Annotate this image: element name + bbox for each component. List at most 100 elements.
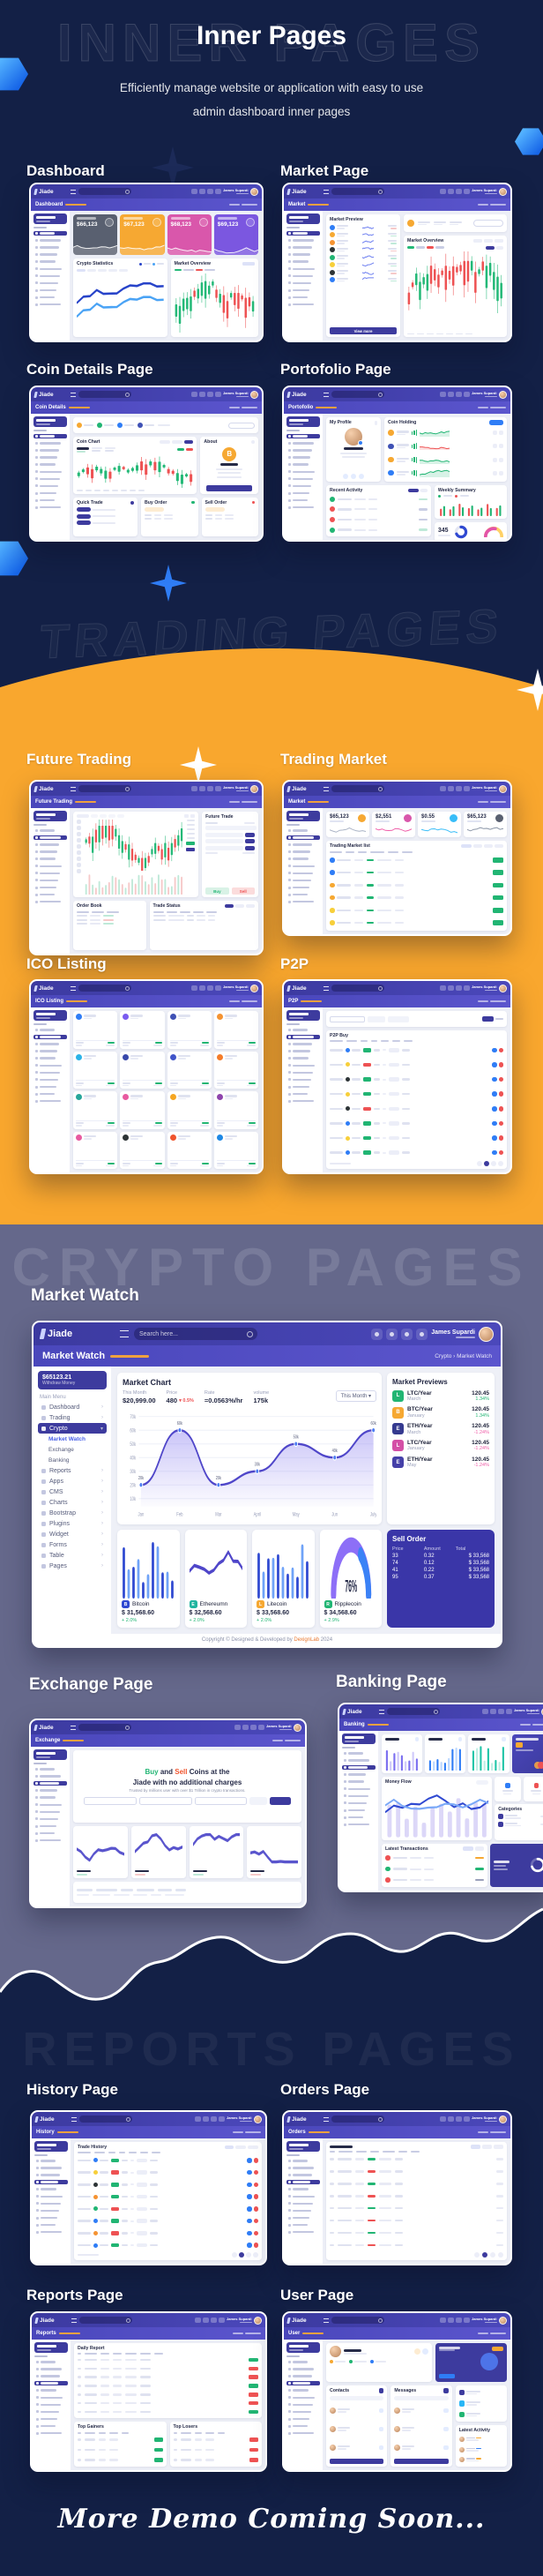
action-button[interactable] [247,2218,252,2224]
moon-icon[interactable] [371,1328,383,1340]
mini-menu-item[interactable] [286,864,320,869]
action-button[interactable] [253,2169,258,2175]
mini-menu-item[interactable] [286,1049,320,1054]
user-avatar[interactable] [250,984,258,992]
mini-menu-item[interactable] [33,857,67,862]
menu-icon[interactable] [71,392,76,397]
topbar-icon[interactable] [211,2317,217,2324]
action-button[interactable] [493,444,497,449]
mini-menu-item[interactable] [286,1091,320,1097]
mini-search-bar[interactable] [331,785,384,792]
mini-menu-item[interactable] [33,835,67,841]
page-button[interactable] [491,1161,496,1166]
topbar-icon[interactable] [440,785,446,792]
menu-icon[interactable] [71,985,76,991]
mini-menu-item[interactable] [34,2208,68,2213]
mini-menu-item[interactable] [286,462,320,468]
mini-menu-item[interactable] [286,2395,320,2400]
topbar-icon[interactable] [215,785,221,792]
action-button[interactable] [247,2169,252,2175]
menu-icon[interactable] [71,1725,76,1730]
user-avatar[interactable] [254,2316,262,2325]
action-button[interactable] [492,1062,497,1067]
mini-menu-item[interactable] [33,885,67,890]
page-button[interactable] [490,2252,495,2258]
mini-menu-item[interactable] [286,850,320,855]
topbar-icon[interactable] [203,2115,209,2123]
exchange-input[interactable] [194,1796,248,1805]
mini-menu-item[interactable] [33,483,67,489]
mini-menu-item[interactable] [33,1838,67,1843]
menu-icon[interactable] [324,2116,329,2122]
action-button[interactable] [247,2243,252,2248]
mini-menu-item[interactable] [33,1063,67,1068]
sidebar-item-reports[interactable]: Reports › [38,1465,107,1476]
mini-menu-item[interactable] [33,1084,67,1090]
topbar-icon[interactable] [498,1708,504,1715]
user-avatar[interactable] [250,784,258,793]
sidebar-item-charts[interactable]: Charts › [38,1497,107,1508]
message-button[interactable] [378,2426,384,2431]
mini-menu-item[interactable] [342,1822,376,1827]
mini-menu-item[interactable] [33,871,67,876]
mini-menu-item[interactable] [286,892,320,897]
message-button[interactable] [443,2445,449,2450]
menu-icon[interactable] [71,2318,77,2323]
mini-menu-item[interactable] [34,2187,68,2192]
user-avatar[interactable] [479,1326,494,1342]
mini-menu-item[interactable] [33,302,67,307]
amount-input[interactable] [330,1015,365,1022]
action-button[interactable] [492,1120,497,1127]
footer-brand[interactable]: DexignLab [294,1637,320,1643]
mini-menu-item[interactable] [286,842,320,848]
mini-menu-item[interactable] [286,2360,320,2365]
sidebar-item-widget[interactable]: Widget › [38,1529,107,1539]
mini-menu-item[interactable] [33,476,67,482]
menu-icon[interactable] [71,2116,77,2122]
mini-menu-item[interactable] [33,1831,67,1836]
mini-menu-item[interactable] [286,490,320,496]
topbar-icon[interactable] [211,2115,217,2123]
mini-menu-item[interactable] [33,281,67,286]
mini-menu-item[interactable] [33,1809,67,1815]
mini-menu-item[interactable] [34,2179,68,2185]
mini-menu-item[interactable] [33,1098,67,1104]
mini-menu-item[interactable] [342,1815,376,1820]
mini-menu-item[interactable] [33,266,67,272]
mini-menu-item[interactable] [33,878,67,883]
contact-button[interactable] [359,473,364,479]
mini-menu-item[interactable] [34,2409,68,2415]
mini-menu-item[interactable] [342,1801,376,1806]
mini-menu-item[interactable] [342,1772,376,1778]
buy-button[interactable] [493,882,503,888]
mini-menu-item[interactable] [33,850,67,855]
topbar-icon[interactable] [456,985,462,992]
topbar-icon[interactable] [199,188,205,195]
mini-menu-item[interactable] [33,1795,67,1801]
mini-menu-item[interactable] [33,259,67,265]
input-field[interactable] [205,832,243,837]
mini-menu-item[interactable] [286,505,320,510]
topbar-icon[interactable] [464,985,470,992]
sidebar-item-cms[interactable]: CMS › [38,1486,107,1497]
action-button[interactable] [499,470,503,476]
buy-button[interactable] [493,920,503,925]
settings-button[interactable] [422,2348,429,2355]
mini-menu-item[interactable] [286,1056,320,1061]
action-button[interactable] [247,2206,252,2212]
bell-icon[interactable] [386,1328,398,1340]
mini-menu-item[interactable] [33,238,67,243]
topbar-icon[interactable] [464,2115,470,2123]
mini-search-bar[interactable] [78,391,131,398]
topbar-icon[interactable] [199,985,205,992]
mini-search-bar[interactable] [331,391,384,398]
menu-icon[interactable] [379,1709,384,1714]
mini-menu-item[interactable] [34,2159,68,2164]
topbar-icon[interactable] [191,985,197,992]
topbar-icon[interactable] [448,785,454,792]
topbar-icon[interactable] [195,2317,201,2324]
mini-menu-item[interactable] [33,433,67,439]
sell-button[interactable]: Sell [231,887,255,895]
action-button[interactable] [492,1149,497,1156]
action-button[interactable] [492,1106,497,1112]
